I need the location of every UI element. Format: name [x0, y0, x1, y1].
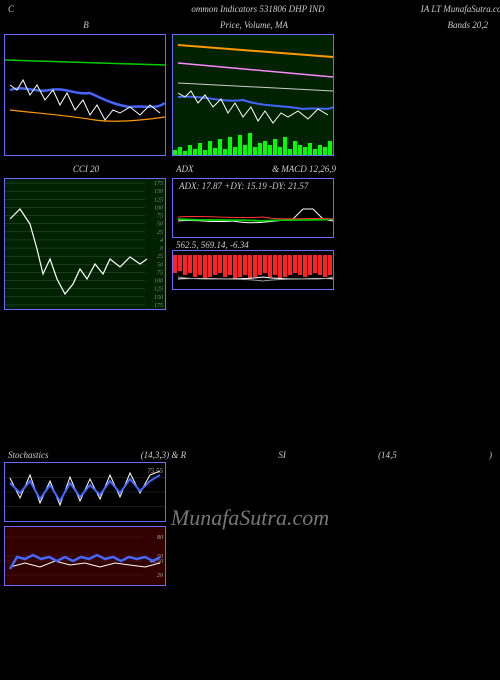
title-si-params: (14,5 [378, 450, 397, 460]
title-stoch-params: (14,3,3) & R [141, 450, 187, 460]
svg-text:75: 75 [157, 214, 163, 220]
title-price: Price, Volume, MA [172, 20, 336, 32]
title-b: B [4, 20, 168, 32]
title-cci: CCI 20 [4, 164, 168, 176]
title-macd: & MACD 12,26,9 [272, 164, 336, 176]
row-mid: CCI 20 175150125100755025402550751001251… [0, 164, 500, 310]
svg-text:100: 100 [154, 205, 163, 211]
chart-rsi: 805045.5020 [4, 526, 166, 586]
title-si: SI [278, 450, 286, 460]
svg-text:75: 75 [157, 270, 163, 276]
svg-text:75.55: 75.55 [147, 467, 163, 475]
header-left: C [8, 4, 175, 14]
title-close-paren: ) [489, 450, 492, 460]
title-stoch: Stochastics [8, 450, 49, 460]
svg-text:20: 20 [157, 573, 163, 579]
header-right: IA LT MunafaSutra.com [341, 4, 500, 14]
svg-text:25: 25 [157, 230, 163, 236]
title-bands: Bands 20,2 [340, 20, 496, 32]
chart-cci: 17515012510075502540255075100125150175 [4, 178, 166, 310]
chart-price [172, 34, 334, 156]
svg-text:150: 150 [154, 295, 163, 301]
svg-text:80: 80 [157, 535, 163, 541]
svg-text:175: 175 [154, 303, 163, 309]
row-stoch-title: Stochastics (14,3,3) & R SI (14,5 ) [0, 450, 500, 460]
svg-text:50: 50 [157, 222, 163, 228]
svg-text:50: 50 [157, 262, 163, 268]
svg-text:4: 4 [160, 237, 163, 244]
chart-stoch: 75.55 [4, 462, 166, 522]
svg-text:0: 0 [160, 246, 163, 252]
svg-text:150: 150 [154, 189, 163, 195]
title-adx-macd: ADX & MACD 12,26,9 [172, 164, 336, 176]
row-top: B Price, Volume, MA Bands 20,2 [0, 20, 500, 156]
svg-text:125: 125 [154, 287, 163, 293]
macd-values: 562.5, 569.14, -6.34 [172, 240, 336, 250]
header-mid: ommon Indicators 531806 DHP IND [175, 4, 342, 14]
chart-b [4, 34, 166, 156]
page-header: C ommon Indicators 531806 DHP IND IA LT … [0, 0, 500, 18]
adx-values: ADX: 17.87 +DY: 15.19 -DY: 21.57 [175, 181, 308, 191]
row-bottom: 75.55 805045.5020 [0, 462, 500, 586]
chart-adx: ADX: 17.87 +DY: 15.19 -DY: 21.57 [172, 178, 334, 238]
title-adx-prefix: ADX [176, 164, 194, 176]
chart-macd [172, 250, 334, 290]
svg-text:125: 125 [154, 197, 163, 203]
svg-text:25: 25 [157, 254, 163, 260]
svg-text:100: 100 [154, 279, 163, 285]
svg-text:175: 175 [154, 181, 163, 187]
